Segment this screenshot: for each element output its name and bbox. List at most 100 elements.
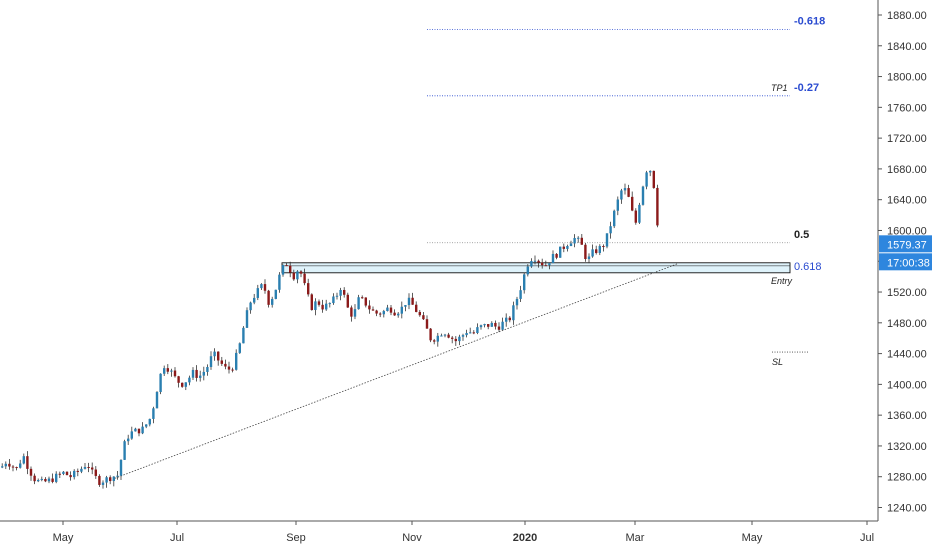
candle-body [580,237,583,245]
candle-body [47,478,51,482]
candle-body [62,471,65,474]
candle-body [389,307,393,313]
candle-body [181,382,184,387]
support-trendline[interactable] [114,263,679,479]
candle-body [494,322,497,327]
candle-body [566,246,569,249]
candle-body [623,188,627,191]
candle-body [91,467,94,470]
candle-body [137,428,141,434]
candle-body [130,431,133,439]
candle-body [490,322,493,327]
candle-body [40,478,43,481]
candle-body [98,475,101,485]
candle-body [33,475,36,482]
candle-body [292,272,295,280]
candle-body [641,186,645,205]
candle-body [73,470,76,478]
candle-body [267,290,270,305]
y-tick-label: 1240.00 [887,503,927,515]
candle-body [379,313,382,315]
candle-body [202,371,205,376]
candle-body [281,265,285,275]
candle-body [476,327,479,333]
candle-body [620,190,623,200]
candle-body [602,246,605,248]
candle-body [220,360,223,364]
candle-body [515,298,519,306]
x-tick-label: 2020 [513,532,537,544]
candle-body [598,246,601,253]
countdown-label: 17:00:38 [887,257,930,269]
y-tick-label: 1400.00 [887,379,927,391]
candle-body [227,366,231,370]
candle-body [375,310,378,314]
candle-body [87,467,90,469]
x-tick-label: Jul [860,532,874,544]
candle-body [256,288,259,298]
candle-body [317,301,321,305]
candle-body [199,375,202,378]
candle-body [465,333,468,336]
candle-body [19,463,22,468]
candle-body [523,274,526,291]
last-price-badge [879,235,932,253]
candle-body [443,334,447,336]
x-tick-label: Sep [286,532,306,544]
candle-body [634,210,637,223]
entry-zone-box[interactable] [281,262,791,274]
candle-body [55,473,58,482]
y-tick-label: 1520.00 [887,287,927,299]
candle-body [418,311,421,316]
candle-body [155,391,159,409]
candle-body [8,463,11,467]
y-tick-label: 1840.00 [887,41,927,53]
candle-body [83,467,87,469]
y-tick-label: 1640.00 [887,195,927,207]
candle-body [436,335,439,342]
candle-body [274,289,277,299]
candle-body [206,366,209,372]
candle-body [505,317,508,322]
candle-body [332,296,335,304]
candle-body [238,343,241,353]
candle-body [145,424,148,427]
candle-body [15,467,18,469]
candle-body [544,265,547,267]
candle-body [224,363,227,367]
candle-body [191,369,195,378]
candle-body [361,297,364,299]
candle-body [652,170,655,188]
countdown-badge [879,253,932,271]
candle-body [335,295,339,297]
candle-body [163,368,166,374]
candle-body [616,199,619,211]
x-tick-label: May [53,532,74,544]
candle-body [148,418,151,425]
candle-body [26,456,29,469]
candle-body [501,321,504,330]
candle-body [263,284,267,291]
candle-body [303,273,306,284]
candle-body [591,249,594,257]
candle-body [310,294,313,310]
candle-body [299,271,303,274]
candle-body [249,302,252,311]
candle-body [44,478,47,482]
candle-body [573,237,576,244]
candle-body [22,456,25,464]
candle-body [631,196,634,211]
candle-body [382,311,385,315]
y-tick-label: 1280.00 [887,472,927,484]
candle-body [479,325,483,328]
candle-body [526,266,529,275]
y-tick-label: 1440.00 [887,349,927,361]
candle-body [508,317,511,321]
candle-body [11,466,15,468]
candle-body [1,466,4,468]
candle-body [51,478,54,482]
candle-body [433,340,436,342]
